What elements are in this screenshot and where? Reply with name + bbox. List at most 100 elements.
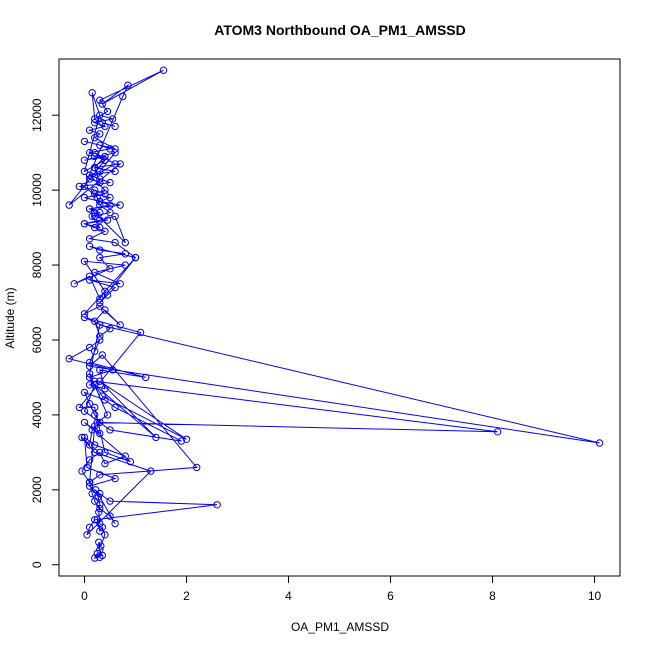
data-point (85, 175, 94, 183)
data-point (80, 167, 89, 176)
data-point (106, 265, 114, 273)
data-point (101, 396, 109, 404)
data-point (85, 171, 94, 179)
data-point (96, 332, 104, 340)
data-point (101, 190, 109, 198)
data-point (88, 212, 96, 221)
data-point (111, 519, 119, 528)
data-point (101, 152, 109, 161)
data-point (106, 497, 114, 505)
data-point (95, 508, 103, 516)
data-point (88, 89, 96, 97)
data-point (91, 497, 99, 505)
data-point (96, 471, 104, 479)
data-point (96, 167, 104, 176)
data-point (111, 145, 119, 153)
data-point (116, 160, 124, 168)
x-tick-label: 6 (387, 589, 394, 603)
x-tick-label: 2 (183, 589, 190, 603)
data-point (85, 381, 94, 389)
data-point (91, 448, 99, 457)
data-point (159, 66, 168, 74)
data-point (111, 122, 119, 131)
y-axis: 0 2000 4000 6000 8000 10000 12000 (30, 98, 60, 568)
data-point (124, 81, 132, 89)
data-point (93, 516, 102, 524)
data-point (96, 253, 104, 262)
data-point (96, 223, 104, 232)
data-point (91, 422, 99, 430)
data-point (147, 467, 155, 475)
data-point (595, 439, 604, 447)
data-point (85, 478, 94, 486)
data-point (75, 403, 84, 412)
data-point (96, 178, 104, 187)
data-point (111, 149, 119, 157)
data-point (106, 178, 114, 187)
data-point (91, 516, 99, 524)
data-point (85, 276, 94, 284)
data-point (65, 201, 73, 209)
data-point (88, 489, 96, 498)
data-point (96, 197, 104, 206)
data-point (91, 403, 99, 412)
y-axis-label: Altitude (m) (3, 287, 17, 348)
data-point (103, 107, 112, 116)
data-point (85, 373, 94, 382)
data-point (65, 355, 73, 363)
data-point (80, 388, 89, 397)
data-point (85, 358, 94, 367)
data-point (75, 182, 84, 191)
data-point (119, 92, 127, 101)
data-point (101, 306, 109, 314)
data-point (121, 452, 130, 460)
data-point (98, 351, 107, 359)
y-tick-label: 12000 (30, 98, 44, 132)
y-tick-label: 10000 (30, 173, 44, 207)
data-point (80, 407, 89, 415)
data-point (98, 523, 107, 531)
data-point (85, 272, 94, 280)
data-point (91, 223, 99, 232)
data-point (85, 400, 94, 408)
data-point (93, 418, 102, 427)
data-point (91, 115, 99, 123)
data-point (85, 205, 94, 213)
data-point (78, 433, 86, 442)
data-point (96, 130, 104, 138)
data-point (91, 441, 99, 449)
data-point (193, 463, 201, 472)
data-point (121, 261, 130, 269)
data-point (111, 283, 119, 292)
data-point (103, 216, 112, 224)
data-point (177, 437, 186, 445)
data-point (91, 152, 99, 161)
series-line (67, 69, 600, 559)
data-point (213, 501, 221, 509)
data-point (101, 156, 109, 164)
data-point (96, 216, 104, 224)
data-point (85, 370, 94, 378)
data-point (80, 220, 89, 228)
data-point (91, 377, 99, 385)
data-point (80, 182, 89, 191)
data-point (96, 546, 104, 554)
data-point (96, 246, 104, 254)
data-point (83, 531, 91, 539)
data-point (108, 115, 117, 123)
data-point (80, 257, 89, 265)
data-point (80, 193, 89, 202)
data-point (85, 343, 94, 352)
x-tick-label: 10 (588, 589, 602, 603)
data-point (80, 310, 89, 318)
data-point (91, 208, 99, 217)
series-points (65, 66, 604, 562)
data-point (493, 428, 502, 436)
data-point (96, 519, 104, 528)
data-point (108, 366, 117, 374)
data-point (80, 433, 89, 442)
data-point (96, 208, 104, 217)
data-point (111, 212, 119, 221)
data-point (101, 287, 109, 295)
data-point (88, 426, 96, 434)
